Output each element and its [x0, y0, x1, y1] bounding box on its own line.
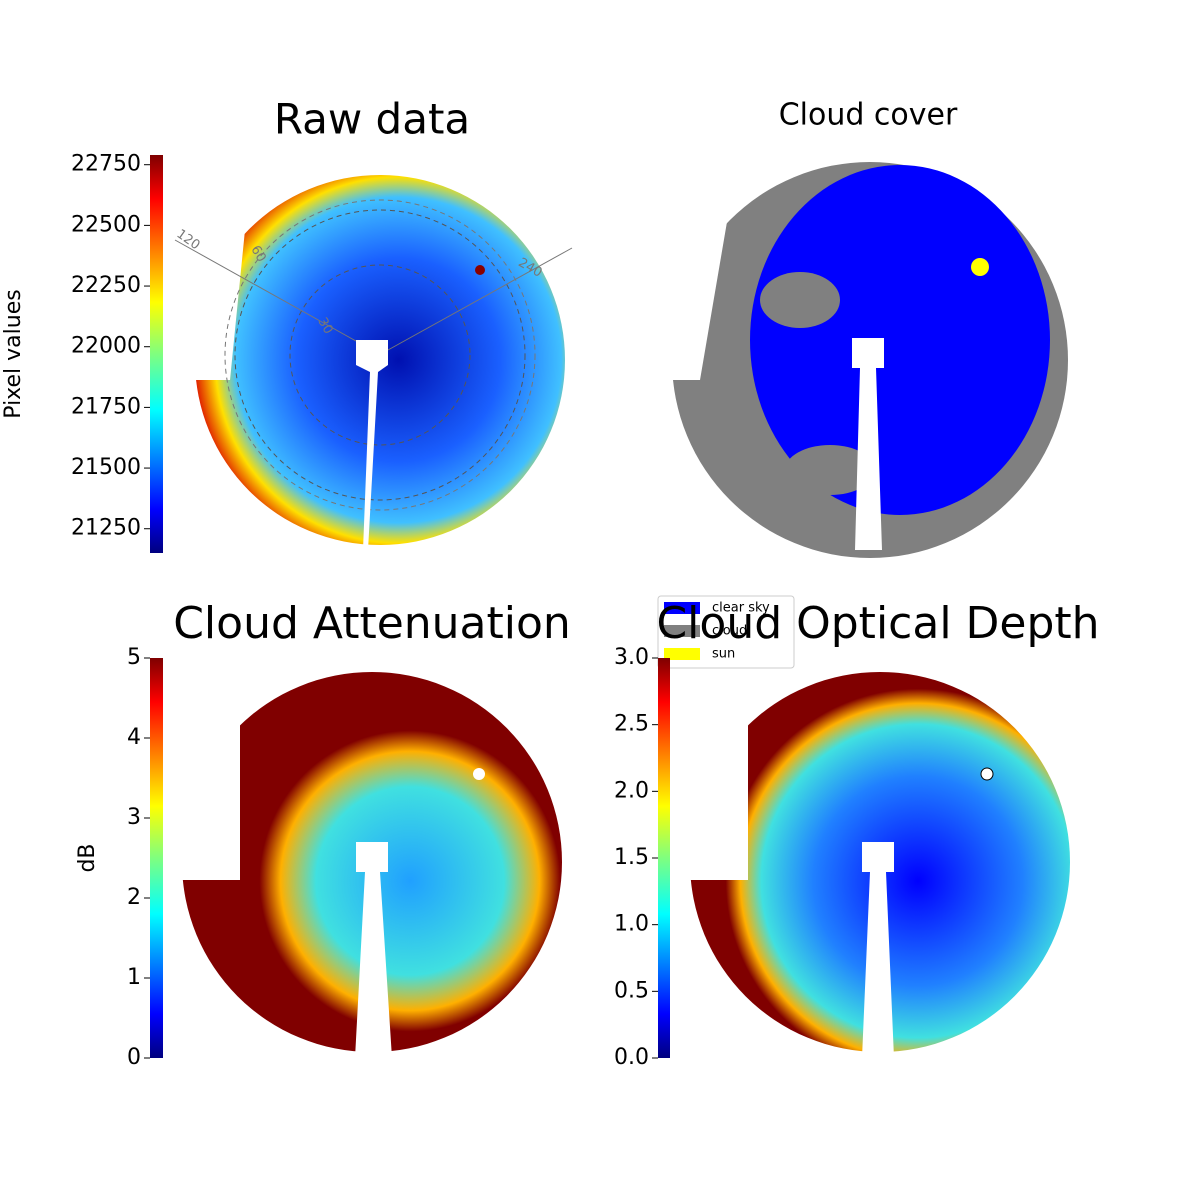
colorbar-tick-label: 1.5: [614, 845, 649, 870]
colorbar-tick-label: 2: [127, 885, 141, 910]
mask: [182, 680, 240, 880]
colorbar-tick-label: 21750: [71, 394, 141, 419]
polar-label: 30: [314, 315, 335, 337]
mask: [688, 680, 748, 880]
cloud-region: [785, 445, 875, 495]
sun: [971, 258, 989, 276]
colorbar-tick-label: 22250: [71, 273, 141, 298]
panel-title: Raw data: [274, 95, 470, 144]
polar-label: 120: [174, 227, 203, 254]
colorbar-tick-label: 21250: [71, 516, 141, 541]
colorbar-tick-label: 3: [127, 805, 141, 830]
polar-ring: [234, 209, 526, 501]
colorbar-tick-label: 3.0: [614, 645, 649, 670]
colorbar-tick-label: 0.5: [614, 978, 649, 1003]
polar-ring: [224, 199, 536, 511]
panel-title: Cloud cover: [779, 98, 958, 133]
legend-swatch: [664, 648, 700, 660]
colorbar: [658, 658, 670, 1058]
colorbar: [150, 155, 163, 553]
colorbar-tick-label: 22000: [71, 334, 141, 359]
colorbar-tick-label: 4: [127, 725, 141, 750]
polar-label: 60: [247, 243, 268, 265]
sun: [475, 265, 485, 275]
panel-title: Cloud Optical Depth: [656, 598, 1099, 649]
mask: [195, 230, 245, 380]
sun: [980, 767, 994, 781]
colorbar-tick-label: 5: [127, 645, 141, 670]
clear-region: [750, 165, 1050, 515]
panel-title: Cloud Attenuation: [173, 598, 571, 649]
mask: [355, 842, 392, 1058]
colorbar-tick-label: 1: [127, 965, 141, 990]
colorbar-tick-label: 22750: [71, 152, 141, 177]
mask: [862, 842, 894, 1058]
polar-spoke: [387, 247, 573, 351]
colorbar-label: dB: [75, 843, 100, 872]
legend-label: cloud: [712, 624, 747, 639]
polar-ring: [289, 264, 471, 446]
legend-swatch: [664, 602, 700, 614]
legend: clear sky cloud sun: [657, 595, 795, 669]
colorbar-tick-label: 22500: [71, 212, 141, 237]
legend-label: sun: [712, 647, 735, 662]
legend-swatch: [664, 625, 700, 637]
colorbar-tick-label: 2.5: [614, 712, 649, 737]
colorbar-tick-label: 0: [127, 1045, 141, 1070]
colorbar-tick-label: 2.0: [614, 778, 649, 803]
colorbar: [150, 658, 163, 1058]
cloud-region: [760, 272, 840, 328]
colorbar-label: Pixel values: [1, 289, 26, 418]
colorbar-tick-label: 1.0: [614, 912, 649, 937]
polar-spoke: [174, 239, 373, 351]
legend-label: clear sky: [712, 601, 770, 616]
mask: [672, 175, 735, 380]
mask: [356, 340, 388, 550]
colorbar-tick-label: 0.0: [614, 1045, 649, 1070]
sun: [473, 768, 485, 780]
colorbar-tick-label: 21500: [71, 455, 141, 480]
mask: [852, 338, 884, 550]
sky-images: [174, 162, 1070, 1058]
